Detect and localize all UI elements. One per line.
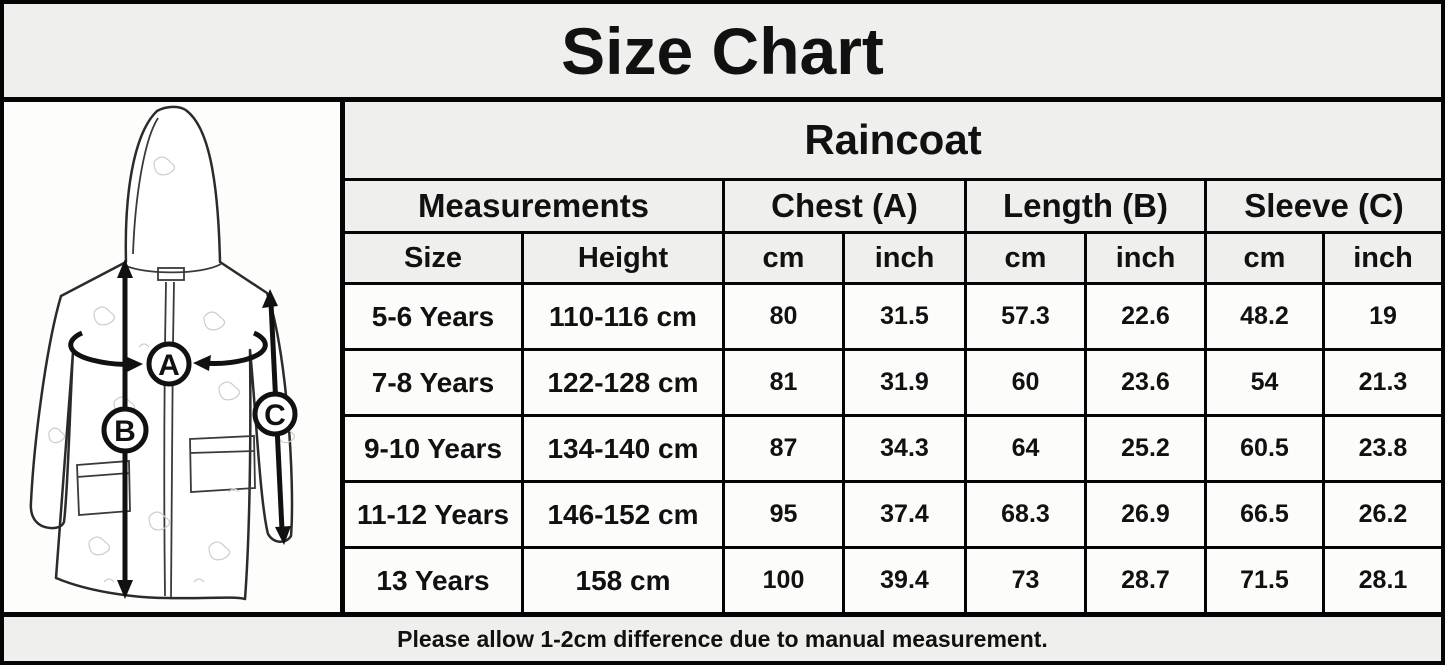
placket-line-left (163, 281, 167, 597)
measurement-disclaimer: Please allow 1-2cm difference due to man… (397, 625, 1048, 652)
length-group-header: Length (B) (967, 181, 1204, 231)
sleeve-group-header: Sleeve (C) (1207, 181, 1441, 231)
chest-inch-value: 31.9 (845, 351, 964, 414)
chest-label: A (158, 349, 180, 382)
chest-cm-header: cm (725, 234, 842, 282)
size-value: 9-10 Years (345, 417, 521, 480)
length-cm-value: 64 (967, 417, 1084, 480)
sleeve-label: C (264, 399, 286, 432)
sleeve-cm-header: cm (1207, 234, 1322, 282)
length-inch-header: inch (1087, 234, 1204, 282)
chest-inch-value: 34.3 (845, 417, 964, 480)
chest-cm-value: 87 (725, 417, 842, 480)
sleeve-cm-value: 48.2 (1207, 285, 1322, 348)
size-chart-table: Raincoat Measurements Chest (A) Length (… (345, 102, 1441, 612)
chest-cm-value: 95 (725, 483, 842, 546)
size-value: 11-12 Years (345, 483, 521, 546)
length-inch-value: 22.6 (1087, 285, 1204, 348)
chest-cm-value: 100 (725, 549, 842, 612)
sleeve-cm-value: 66.5 (1207, 483, 1322, 546)
measurements-group-header: Measurements (345, 181, 722, 231)
product-name: Raincoat (345, 102, 1441, 178)
length-inch-value: 23.6 (1087, 351, 1204, 414)
height-value: 158 cm (524, 549, 722, 612)
length-cm-value: 60 (967, 351, 1084, 414)
left-pocket (76, 460, 131, 516)
height-value: 146-152 cm (524, 483, 722, 546)
length-cm-value: 73 (967, 549, 1084, 612)
raincoat-diagram-panel: A B C (4, 102, 345, 612)
height-value: 110-116 cm (524, 285, 722, 348)
right-pocket (189, 435, 256, 493)
sleeve-cm-value: 54 (1207, 351, 1322, 414)
sleeve-cm-value: 71.5 (1207, 549, 1322, 612)
chest-inch-header: inch (845, 234, 964, 282)
size-value: 7-8 Years (345, 351, 521, 414)
fabric-texture (48, 156, 296, 583)
sleeve-inch-value: 23.8 (1325, 417, 1441, 480)
raincoat-diagram: A B C (29, 105, 298, 601)
chest-cm-value: 80 (725, 285, 842, 348)
placket-line-right (170, 281, 175, 598)
sleeve-label-badge: C (252, 391, 298, 437)
title-band: Size Chart (4, 4, 1441, 102)
chest-inch-value: 39.4 (845, 549, 964, 612)
size-value: 13 Years (345, 549, 521, 612)
sleeve-inch-header: inch (1325, 234, 1441, 282)
length-inch-value: 28.7 (1087, 549, 1204, 612)
size-column-header: Size (345, 234, 521, 282)
length-cm-value: 68.3 (967, 483, 1084, 546)
length-cm-header: cm (967, 234, 1084, 282)
length-inch-value: 25.2 (1087, 417, 1204, 480)
chest-arrow (68, 330, 268, 372)
length-inch-value: 26.9 (1087, 483, 1204, 546)
length-label-badge: B (101, 406, 149, 454)
chest-inch-value: 31.5 (845, 285, 964, 348)
sleeve-inch-value: 28.1 (1325, 549, 1441, 612)
sleeve-inch-value: 21.3 (1325, 351, 1441, 414)
height-value: 122-128 cm (524, 351, 722, 414)
hood-inner-line (132, 117, 159, 255)
sleeve-cm-value: 60.5 (1207, 417, 1322, 480)
main-content: A B C Raincoat Measurements Chest (A) Le… (4, 102, 1441, 612)
length-cm-value: 57.3 (967, 285, 1084, 348)
sleeve-inch-value: 26.2 (1325, 483, 1441, 546)
collar-label (157, 267, 185, 281)
size-value: 5-6 Years (345, 285, 521, 348)
sleeve-inch-value: 19 (1325, 285, 1441, 348)
height-value: 134-140 cm (524, 417, 722, 480)
chest-inch-value: 37.4 (845, 483, 964, 546)
page-title: Size Chart (561, 13, 884, 88)
chest-label-badge: A (146, 341, 192, 387)
chest-group-header: Chest (A) (725, 181, 964, 231)
chest-cm-value: 81 (725, 351, 842, 414)
height-column-header: Height (524, 234, 722, 282)
length-label: B (114, 415, 136, 448)
hood-base-line (123, 263, 222, 274)
footer-band: Please allow 1-2cm difference due to man… (4, 612, 1441, 661)
